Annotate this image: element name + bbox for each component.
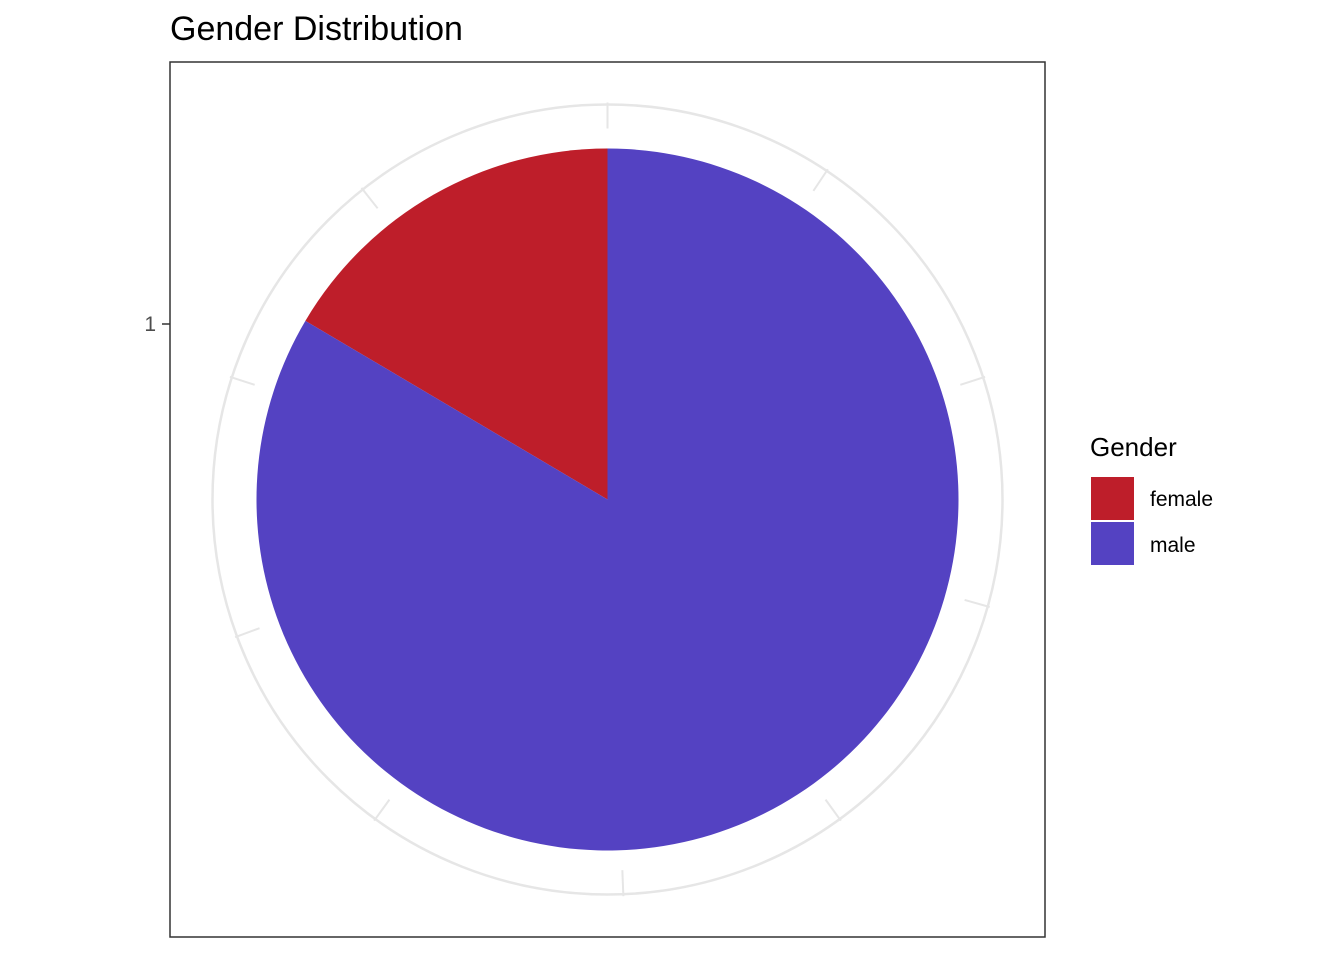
chart-title: Gender Distribution <box>170 10 463 48</box>
y-tick-label: 1 <box>144 313 156 336</box>
pie-slice-male <box>256 148 959 851</box>
pie-slice-female <box>305 148 608 500</box>
grid-spoke <box>964 598 990 608</box>
grid-spoke <box>824 799 842 822</box>
legend-key-male <box>1091 522 1134 565</box>
grid-spoke <box>960 375 986 386</box>
grid-spoke <box>812 168 829 192</box>
grid-spoke <box>360 187 379 209</box>
grid-spoke <box>621 870 625 897</box>
grid-spoke <box>373 799 391 822</box>
pie-slices <box>256 148 959 851</box>
grid-spoke <box>234 627 260 639</box>
grid-spoke <box>229 375 255 386</box>
legend-key-female <box>1091 477 1134 520</box>
legend: Gender female male <box>1090 432 1213 565</box>
legend-title: Gender <box>1090 432 1177 462</box>
legend-label-male: male <box>1150 534 1196 557</box>
polar-grid <box>211 102 1004 897</box>
legend-label-female: female <box>1150 488 1213 511</box>
